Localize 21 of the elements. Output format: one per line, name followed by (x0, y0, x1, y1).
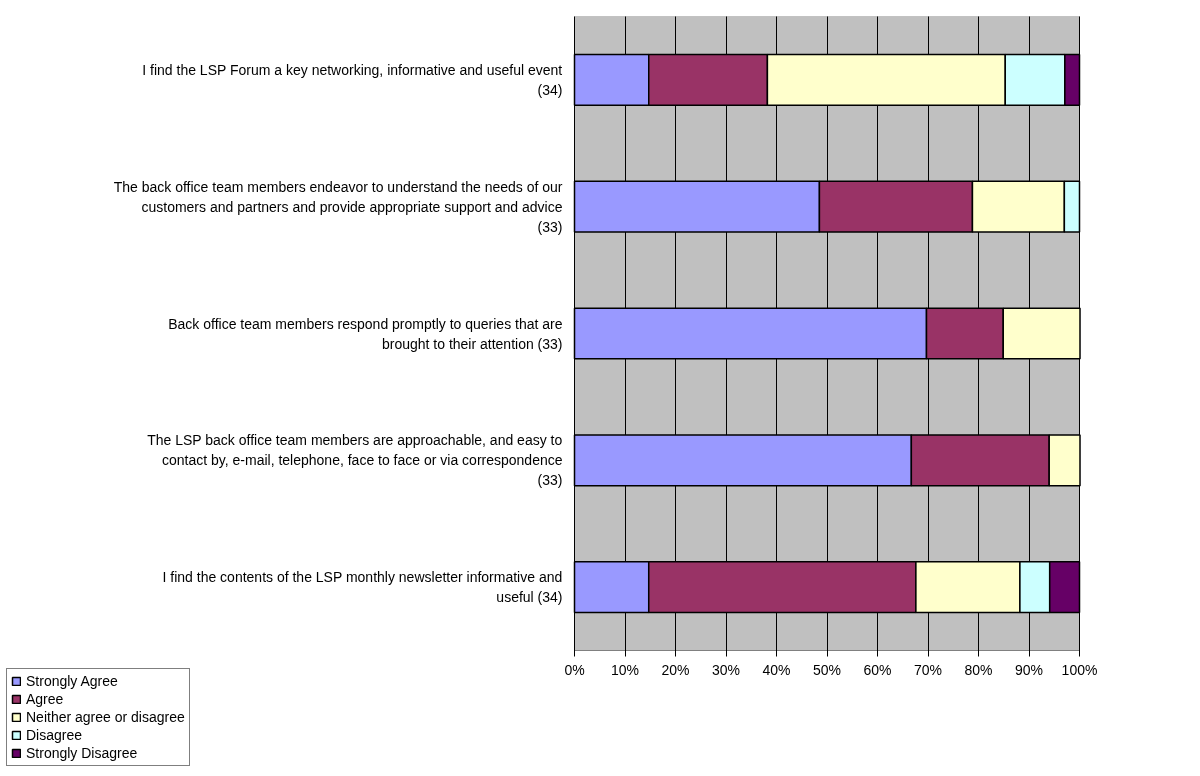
x-tick-label: 50% (812, 661, 842, 678)
x-tick-label: 60% (863, 661, 892, 678)
x-tick-label: 10% (610, 661, 640, 678)
x-tick-label: 40% (762, 661, 791, 678)
y-tick-label: The LSP back office team members are approachable, and easy to contact by, e-mail, telephone, face to face or via correspondence (33) (147, 432, 563, 489)
x-tick-label: 90% (1014, 661, 1044, 678)
x-tick-label: 20% (661, 661, 690, 678)
x-tick-label: 80% (964, 661, 993, 678)
x-tick-label: 0% (564, 661, 585, 678)
legend-label: Strongly Agree (26, 673, 118, 689)
legend-label: Neither agree or disagree (26, 709, 185, 725)
y-tick-label: I find the contents of the LSP monthly newsletter informative and useful (34) (162, 569, 563, 606)
legend-label: Disagree (26, 727, 83, 743)
y-tick-label: I find the LSP Forum a key networking, informative and useful event (34) (142, 61, 563, 98)
legend-label: Agree (26, 691, 64, 707)
legend-label: Strongly Disagree (26, 745, 138, 761)
x-tick-label: 30% (711, 661, 741, 678)
y-tick-label: Back office team members respond promptly to queries that are brought to their attention (33) (168, 315, 563, 352)
y-tick-label: The back office team members endeavor to understand the needs of our customers and partners and provide appropriate support and advice (33) (113, 178, 563, 235)
x-tick-label: 70% (913, 661, 943, 678)
x-tick-label: 100% (1061, 661, 1098, 678)
